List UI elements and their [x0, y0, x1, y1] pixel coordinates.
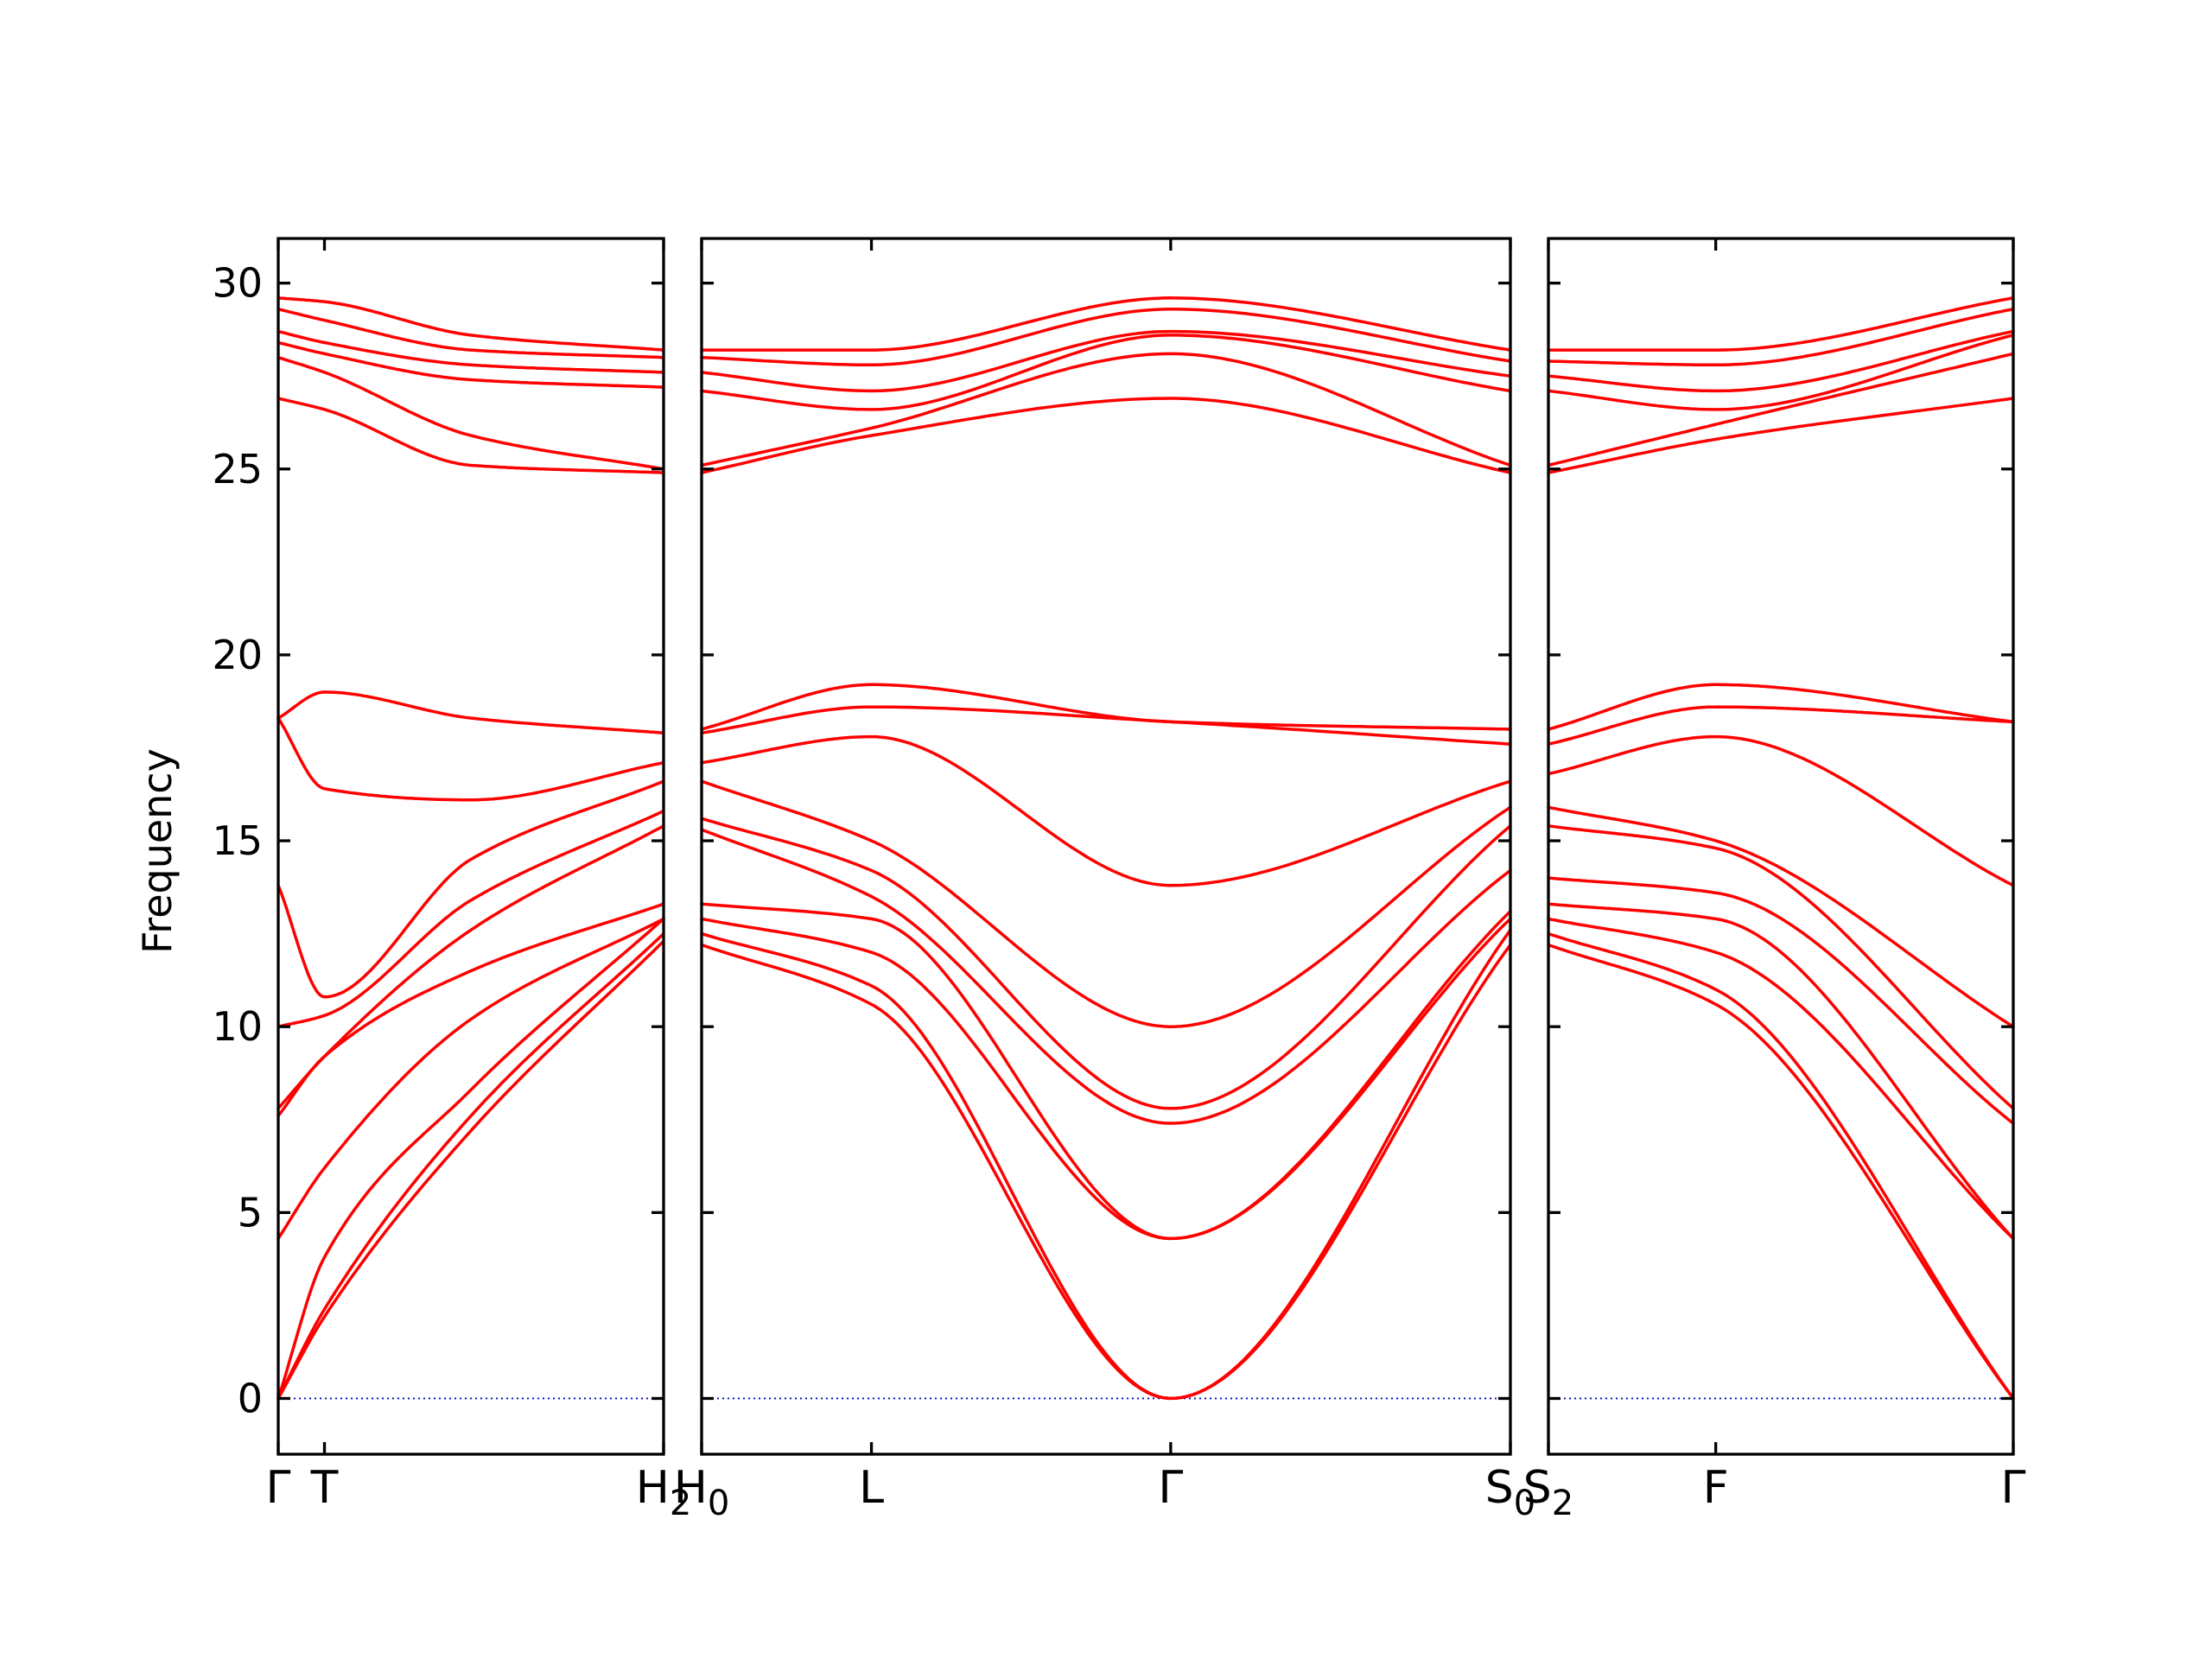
- y-tick-label: 10: [212, 1003, 263, 1050]
- band-line: [1547, 902, 2015, 1241]
- band-line: [700, 779, 1512, 1028]
- band-line: [700, 705, 1512, 746]
- band-line: [276, 917, 665, 1241]
- band-line: [276, 329, 665, 374]
- x-tick-label-subscript: 0: [708, 1484, 729, 1523]
- band-line: [1547, 352, 2015, 467]
- band-line: [1547, 876, 2015, 1125]
- band-line: [1547, 705, 2015, 746]
- band-line: [1547, 824, 2015, 1110]
- panel-2: H0 L Γ S0: [674, 237, 1535, 1523]
- band-line: [276, 308, 665, 359]
- panel-1: Γ T H2: [266, 237, 691, 1523]
- y-tick-label: 15: [212, 817, 263, 864]
- band-line: [276, 716, 665, 802]
- band-line: [1547, 308, 2015, 367]
- band-line: [1547, 931, 2015, 1401]
- band-line: [700, 308, 1512, 367]
- band-line: [276, 917, 665, 1401]
- x-tick-label-subscript: 2: [670, 1484, 691, 1523]
- panel-3: S2 F Γ: [1523, 237, 2026, 1523]
- panel-frame: [700, 237, 1512, 1456]
- band-line: [1547, 734, 2015, 887]
- y-tick-label: 20: [212, 632, 263, 678]
- y-tick-label: 30: [212, 260, 263, 307]
- band-line: [276, 397, 665, 474]
- x-tick-label: Γ: [1158, 1462, 1183, 1514]
- x-tick-label: F: [1703, 1462, 1729, 1514]
- x-tick-label: Γ: [2001, 1462, 2026, 1514]
- band-line: [700, 917, 1512, 1241]
- band-line: [1547, 943, 2015, 1401]
- band-line: [276, 824, 665, 1110]
- band-line: [700, 397, 1512, 474]
- band-line: [1547, 805, 2015, 1028]
- band-line: [1547, 329, 2015, 393]
- band-line: [276, 931, 665, 1401]
- band-line: [700, 734, 1512, 887]
- band-line: [276, 809, 665, 1028]
- y-tick-label: 25: [212, 446, 263, 493]
- band-line: [700, 334, 1512, 411]
- band-line: [700, 352, 1512, 467]
- band-line: [1547, 917, 2015, 1241]
- band-line: [276, 939, 665, 1401]
- x-tick-label: Γ: [266, 1462, 291, 1514]
- x-tick-label-subscript: 0: [1514, 1484, 1535, 1523]
- band-line: [276, 779, 665, 999]
- x-tick-label-subscript: 2: [1552, 1484, 1573, 1523]
- band-line: [700, 902, 1512, 1241]
- band-line: [1547, 296, 2015, 352]
- y-tick-label: 5: [238, 1189, 263, 1236]
- band-line: [276, 690, 665, 735]
- panel-frame: [1547, 237, 2015, 1456]
- band-line: [1547, 683, 2015, 731]
- x-tick-label: L: [859, 1462, 884, 1514]
- band-line: [700, 296, 1512, 352]
- y-axis-label: Frequency: [134, 748, 181, 954]
- band-line: [700, 828, 1512, 1125]
- band-line: [1547, 397, 2015, 474]
- band-line: [700, 329, 1512, 393]
- band-line: [1547, 334, 2015, 411]
- band-line: [276, 902, 665, 1118]
- x-tick-label: T: [310, 1462, 339, 1514]
- y-tick-label: 0: [238, 1375, 263, 1421]
- band-line: [700, 817, 1512, 1110]
- band-line: [700, 928, 1512, 1401]
- panel-frame: [276, 237, 665, 1456]
- band-line: [700, 943, 1512, 1401]
- band-line: [700, 683, 1512, 731]
- band-line: [276, 355, 665, 471]
- band-line: [276, 340, 665, 389]
- band-line: [276, 296, 665, 352]
